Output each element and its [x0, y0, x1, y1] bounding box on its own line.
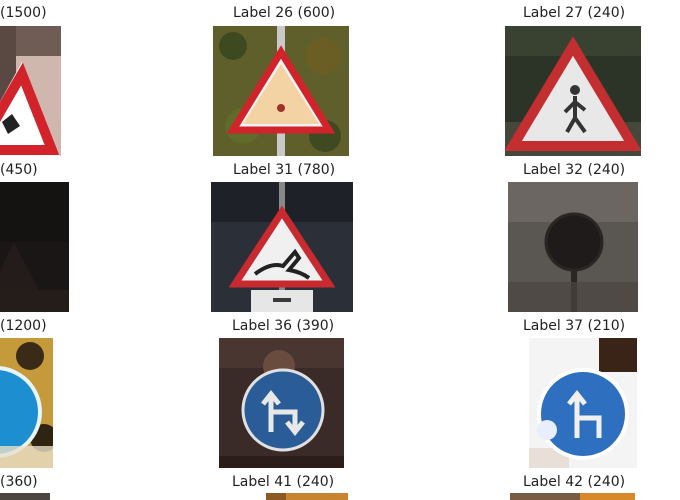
tile-image-27: [505, 26, 641, 156]
tile-image-35: [0, 338, 53, 468]
tile-image-40: [0, 493, 50, 500]
tile-label-37: Label 37 (210): [523, 318, 626, 334]
tile-image-41: [266, 493, 348, 500]
tile-image-42: [510, 493, 635, 500]
tile-image-36: [219, 338, 344, 468]
tile-label-36: Label 36 (390): [232, 318, 335, 334]
tile-label-32: Label 32 (240): [523, 162, 626, 178]
tile-label-35: (1200): [0, 318, 47, 334]
tile-image-31: [211, 182, 353, 312]
tile-image-30: [0, 182, 69, 312]
tile-image-37: [529, 338, 637, 468]
tile-label-27: Label 27 (240): [523, 5, 626, 21]
tile-label-26: Label 26 (600): [233, 5, 336, 21]
tile-image-25: [0, 26, 61, 156]
tile-image-26: [213, 26, 349, 156]
tile-label-40: (360): [0, 474, 38, 490]
tile-label-41: Label 41 (240): [232, 474, 335, 490]
tile-label-42: Label 42 (240): [523, 474, 626, 490]
tile-label-30: (450): [0, 162, 38, 178]
tile-image-32: [508, 182, 638, 312]
tile-label-31: Label 31 (780): [233, 162, 336, 178]
tile-label-25: (1500): [0, 5, 47, 21]
